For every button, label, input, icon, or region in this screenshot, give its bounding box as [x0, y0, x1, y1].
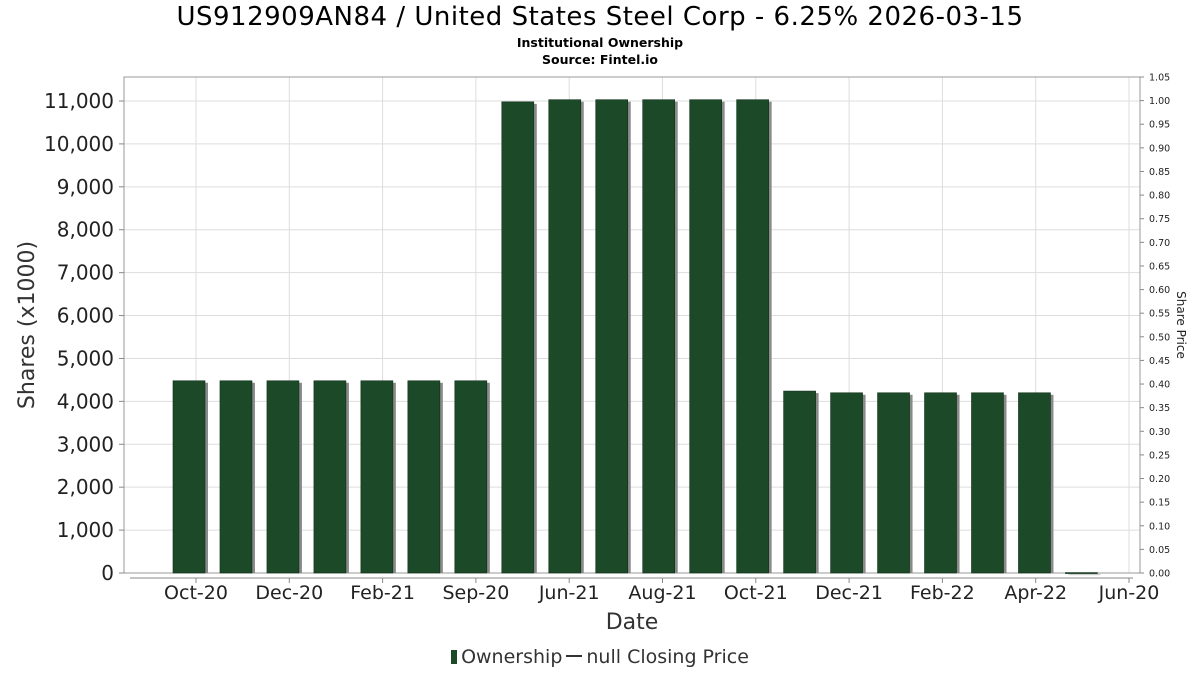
- y2-tick-label: 1.00: [1149, 96, 1170, 107]
- y2-tick-label: 0.75: [1149, 214, 1170, 225]
- ownership-bar: [595, 99, 629, 574]
- ownership-bar: [454, 380, 488, 574]
- y-tick-label: 8,000: [57, 218, 114, 242]
- ownership-bar: [548, 99, 582, 574]
- ownership-bar: [1065, 572, 1098, 574]
- y2-tick-label: 0.25: [1149, 450, 1170, 461]
- y2-tick-label: 0.70: [1149, 238, 1170, 249]
- bar-shadow: [1068, 574, 1101, 576]
- y2-tick-label: 0.05: [1149, 545, 1170, 556]
- y-tick-label: 2,000: [57, 475, 114, 499]
- y2-tick-label: 0.10: [1149, 521, 1170, 532]
- y2-tick-label: 0.35: [1149, 403, 1170, 414]
- chart-subtitle: Institutional Ownership: [516, 35, 684, 50]
- y-tick-label: 10,000: [44, 132, 114, 156]
- x-tick-label: Sep-20: [442, 582, 509, 604]
- x-tick-label: Oct-21: [724, 582, 788, 604]
- price-legend-line: [566, 655, 583, 657]
- y-tick-label: 7,000: [57, 261, 114, 285]
- chart-title: US912909AN84 / United States Steel Corp …: [176, 2, 1024, 32]
- y2-tick-label: 0.85: [1149, 167, 1170, 178]
- x-tick-label: Aug-21: [628, 582, 696, 604]
- y-tick-label: 9,000: [57, 175, 114, 199]
- x-tick-label: Dec-20: [255, 582, 323, 604]
- chart-legend: Ownership null Closing Price: [0, 646, 1200, 668]
- price-legend-label: null Closing Price: [586, 646, 749, 668]
- ownership-bar: [877, 392, 910, 574]
- y2-tick-label: 0.55: [1149, 309, 1170, 320]
- ownership-bar: [830, 392, 863, 574]
- x-axis-title: Date: [606, 610, 659, 635]
- x-tick-label: Feb-22: [910, 582, 975, 604]
- y2-tick-label: 1.05: [1149, 73, 1170, 84]
- y-tick-label: 3,000: [57, 432, 114, 456]
- y2-axis-title: Share Price: [1174, 291, 1188, 359]
- ownership-bar: [360, 380, 394, 574]
- x-tick-label: Oct-20: [164, 582, 228, 604]
- y-tick-label: 0: [101, 561, 114, 585]
- ownership-bar: [971, 392, 1004, 574]
- ownership-bar: [266, 380, 300, 574]
- y2-tick-label: 0.65: [1149, 261, 1170, 272]
- x-tick-label: Jun-20: [1098, 582, 1160, 604]
- ownership-bar: [219, 380, 253, 574]
- y2-tick-label: 0.90: [1149, 143, 1170, 154]
- ownership-bar: [689, 99, 722, 574]
- x-tick-label: Feb-21: [350, 582, 415, 604]
- ownership-bar: [1018, 392, 1051, 574]
- y-tick-label: 6,000: [57, 304, 114, 328]
- chart-source: Source: Fintel.io: [542, 52, 658, 67]
- ownership-bar: [642, 99, 676, 574]
- ownership-bar: [924, 392, 957, 574]
- y2-tick-label: 0.00: [1149, 569, 1170, 580]
- ownership-legend-label: Ownership: [461, 646, 563, 668]
- y2-tick-label: 0.60: [1149, 285, 1170, 296]
- y2-tick-label: 0.95: [1149, 120, 1170, 131]
- ownership-bar: [783, 390, 816, 574]
- y2-tick-label: 0.15: [1149, 498, 1170, 509]
- y-tick-label: 1,000: [57, 518, 114, 542]
- y-tick-label: 4,000: [57, 389, 114, 413]
- y2-tick-label: 0.80: [1149, 191, 1170, 202]
- x-tick-label: Apr-22: [1004, 582, 1067, 604]
- ownership-bar: [172, 380, 206, 574]
- ownership-bar: [313, 380, 347, 574]
- plot-frame: [123, 76, 1141, 574]
- y2-tick-label: 0.50: [1149, 332, 1170, 343]
- y-tick-label: 11,000: [44, 89, 114, 113]
- y2-tick-label: 0.45: [1149, 356, 1170, 367]
- ownership-bar: [407, 380, 441, 574]
- x-tick-label: Dec-21: [815, 582, 883, 604]
- ownership-legend-swatch: [451, 650, 458, 664]
- y2-tick-label: 0.30: [1149, 427, 1170, 438]
- ownership-bar: [501, 101, 535, 574]
- ownership-bar: [736, 99, 769, 574]
- y2-tick-label: 0.20: [1149, 474, 1170, 485]
- y2-tick-label: 0.40: [1149, 380, 1170, 391]
- y-axis-title: Shares (x1000): [15, 241, 40, 409]
- y-tick-label: 5,000: [57, 346, 114, 370]
- x-tick-label: Jun-21: [538, 582, 600, 604]
